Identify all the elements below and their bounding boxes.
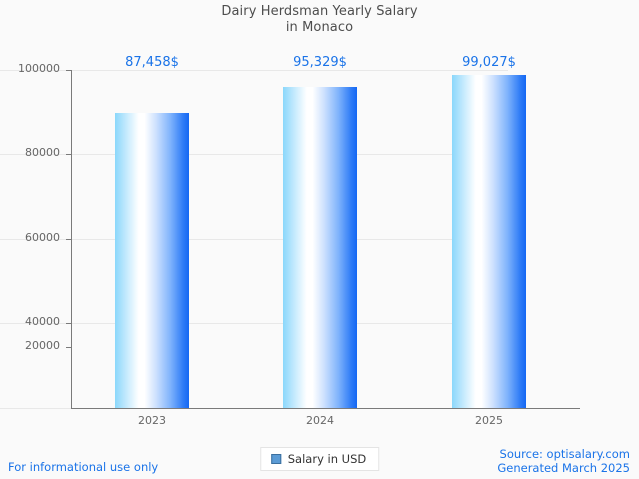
bar-value-label-2024: 95,329$	[293, 55, 347, 70]
xtick-label-2025: 2025	[475, 414, 503, 427]
gridline-80000	[0, 154, 508, 155]
footer-source: Source: optisalary.com	[499, 447, 630, 461]
bar-2024[interactable]	[283, 87, 357, 408]
bar-value-label-2025: 99,027$	[462, 55, 516, 70]
ytick-mark-80000	[66, 154, 72, 155]
xtick-label-2023: 2023	[138, 414, 166, 427]
footer-source-block: Source: optisalary.com Generated March 2…	[497, 447, 630, 475]
x-axis-line	[71, 408, 580, 409]
chart-legend[interactable]: Salary in USD	[259, 447, 380, 471]
gridline-40000	[0, 323, 508, 324]
legend-item-label-salary: Salary in USD	[287, 452, 367, 466]
ytick-mark-20000-extra	[66, 347, 72, 348]
ytick-mark-40000	[66, 323, 72, 324]
ytick-text-80000: 80000	[25, 146, 60, 159]
gridline-100000	[0, 70, 508, 71]
ytick-text-100000: 100000	[18, 62, 60, 75]
chart-title: Dairy Herdsman Yearly Salary in Monaco	[0, 4, 639, 36]
footer-disclaimer: For informational use only	[8, 460, 159, 474]
plot-area	[72, 70, 580, 408]
xtick-label-2024: 2024	[306, 414, 334, 427]
ytick-text-20000: 20000	[25, 339, 60, 352]
ytick-text-60000: 60000	[25, 231, 60, 244]
y-axis-line	[71, 70, 72, 409]
legend-swatch-icon	[270, 454, 281, 464]
ytick-mark-100000	[66, 70, 72, 71]
bar-2025[interactable]	[452, 75, 526, 408]
bar-2023[interactable]	[115, 113, 189, 408]
ytick-mark-60000	[66, 239, 72, 240]
bar-value-label-2023: 87,458$	[125, 55, 179, 70]
ytick-text-40000: 40000	[25, 315, 60, 328]
chart-title-line-1: Dairy Herdsman Yearly Salary	[221, 4, 418, 19]
footer-generated: Generated March 2025	[497, 461, 630, 475]
gridline-60000	[0, 239, 508, 240]
chart-title-line-2: in Monaco	[285, 20, 354, 35]
